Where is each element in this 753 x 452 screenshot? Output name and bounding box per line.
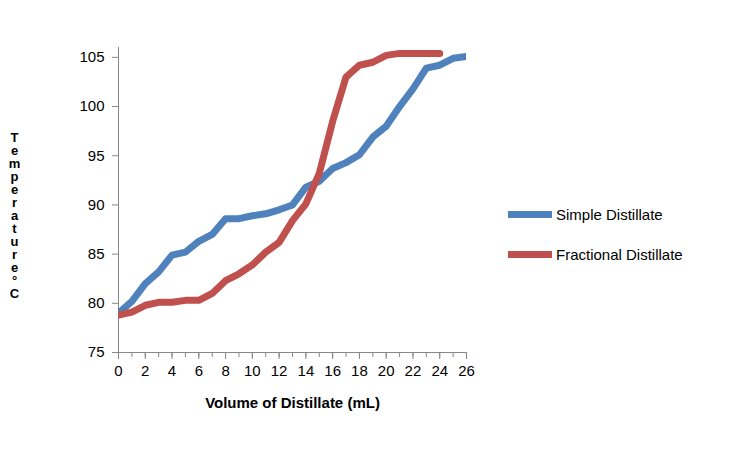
svg-text:0: 0 [114,362,122,379]
svg-text:10: 10 [244,362,261,379]
svg-text:26: 26 [458,362,475,379]
html-text:Temperature°C: Temperature°C [7,130,22,299]
svg-text:16: 16 [324,362,341,379]
svg-text:22: 22 [405,362,422,379]
svg-text:105: 105 [79,48,104,65]
svg-text:100: 100 [79,97,104,114]
html-text:Simple Distillate: Simple Distillate [556,205,663,223]
html-text:Fractional Distillate: Fractional Distillate [556,245,683,263]
svg-text:Volume of Distillate (mL): Volume of Distillate (mL) [205,394,380,411]
svg-text:4: 4 [168,362,176,379]
svg-text:24: 24 [431,362,448,379]
svg-text:90: 90 [88,196,105,213]
svg-text:20: 20 [378,362,395,379]
svg-text:80: 80 [88,294,105,311]
svg-text:6: 6 [195,362,203,379]
svg-text:14: 14 [298,362,315,379]
svg-text:95: 95 [88,147,105,164]
svg-text:2: 2 [141,362,149,379]
svg-text:18: 18 [351,362,368,379]
svg-text:8: 8 [221,362,229,379]
svg-text:75: 75 [88,343,105,360]
svg-text:85: 85 [88,245,105,262]
svg-text:12: 12 [271,362,288,379]
